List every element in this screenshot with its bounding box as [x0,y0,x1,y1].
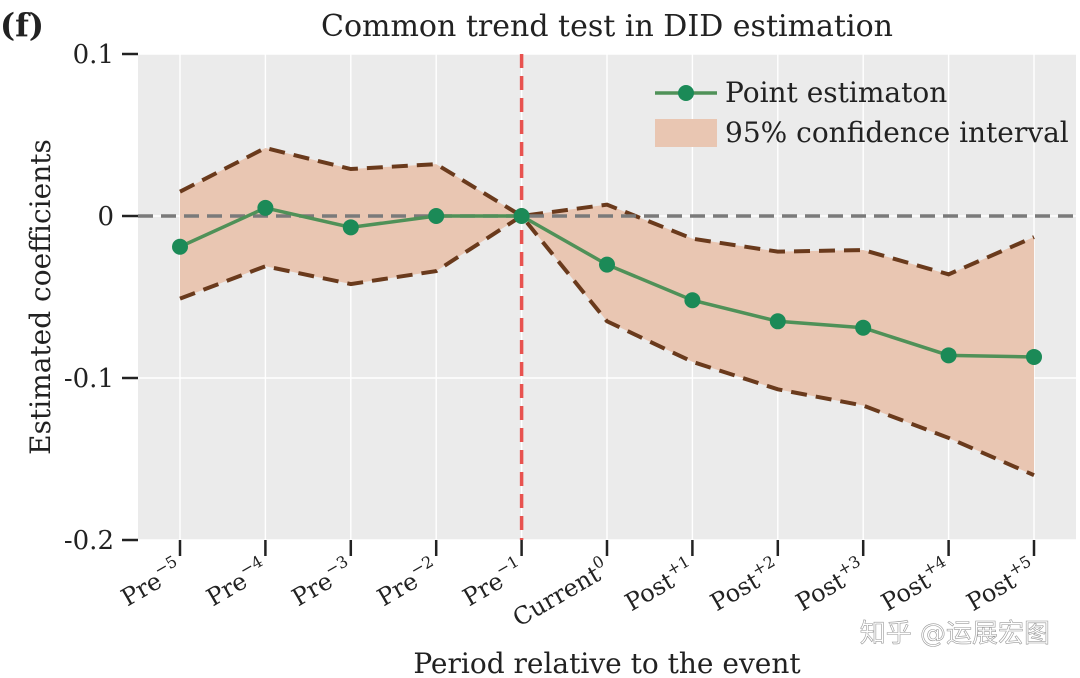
panel-label: (f) [0,6,44,44]
legend-label-ci: 95% confidence interval [725,116,1069,149]
point-estimate-marker [428,208,445,224]
y-axis: 0.1 0 -0.1 -0.2 [64,40,138,556]
ci-upper-bound-line [179,145,1035,277]
legend-label-point-estimate: Point estimaton [725,76,947,109]
y-tick-label: -0.2 [64,526,114,556]
chart-title: Common trend test in DID estimation [321,9,893,44]
x-tick-label: Post+2 [704,551,785,616]
watermark: 知乎 @运展宏图 [860,619,1050,649]
point-estimate-marker [599,256,615,273]
point-estimate-marker [769,313,786,330]
x-tick-label: Pre−5 [114,551,187,611]
point-estimate-marker [855,319,872,336]
point-estimate-marker [1026,348,1042,365]
legend-marker-swatch [678,85,694,101]
legend: Point estimaton 95% confidence interval [655,76,1069,149]
x-tick-label: Post+5 [960,551,1041,616]
point-estimate-marker [172,238,188,255]
x-tick-label: Pre−2 [371,551,444,611]
y-axis-label: Estimated coefficients [24,139,57,455]
point-estimate-marker [684,292,701,309]
ci-lower-bound-line [179,213,1035,478]
x-tick-label: Pre−4 [200,551,273,611]
point-estimate-marker [342,219,359,236]
x-axis-label: Period relative to the event [413,647,801,678]
y-tick-label: -0.1 [64,364,114,394]
y-tick-label: 0.1 [73,40,114,70]
x-tick-label: Current0 [506,551,614,632]
point-estimate-markers [172,199,1042,365]
confidence-interval-band [180,147,1034,476]
x-tick-label: Post+4 [874,551,955,616]
legend-ci-swatch [655,119,717,147]
point-estimate-marker [513,208,530,224]
x-tick-label: Post+3 [789,551,870,616]
x-tick-label: Post+1 [618,551,699,616]
x-tick-label: Pre−3 [285,551,358,611]
point-estimate-marker [940,347,957,364]
y-tick-label: 0 [97,202,114,232]
point-estimate-marker [257,199,274,216]
